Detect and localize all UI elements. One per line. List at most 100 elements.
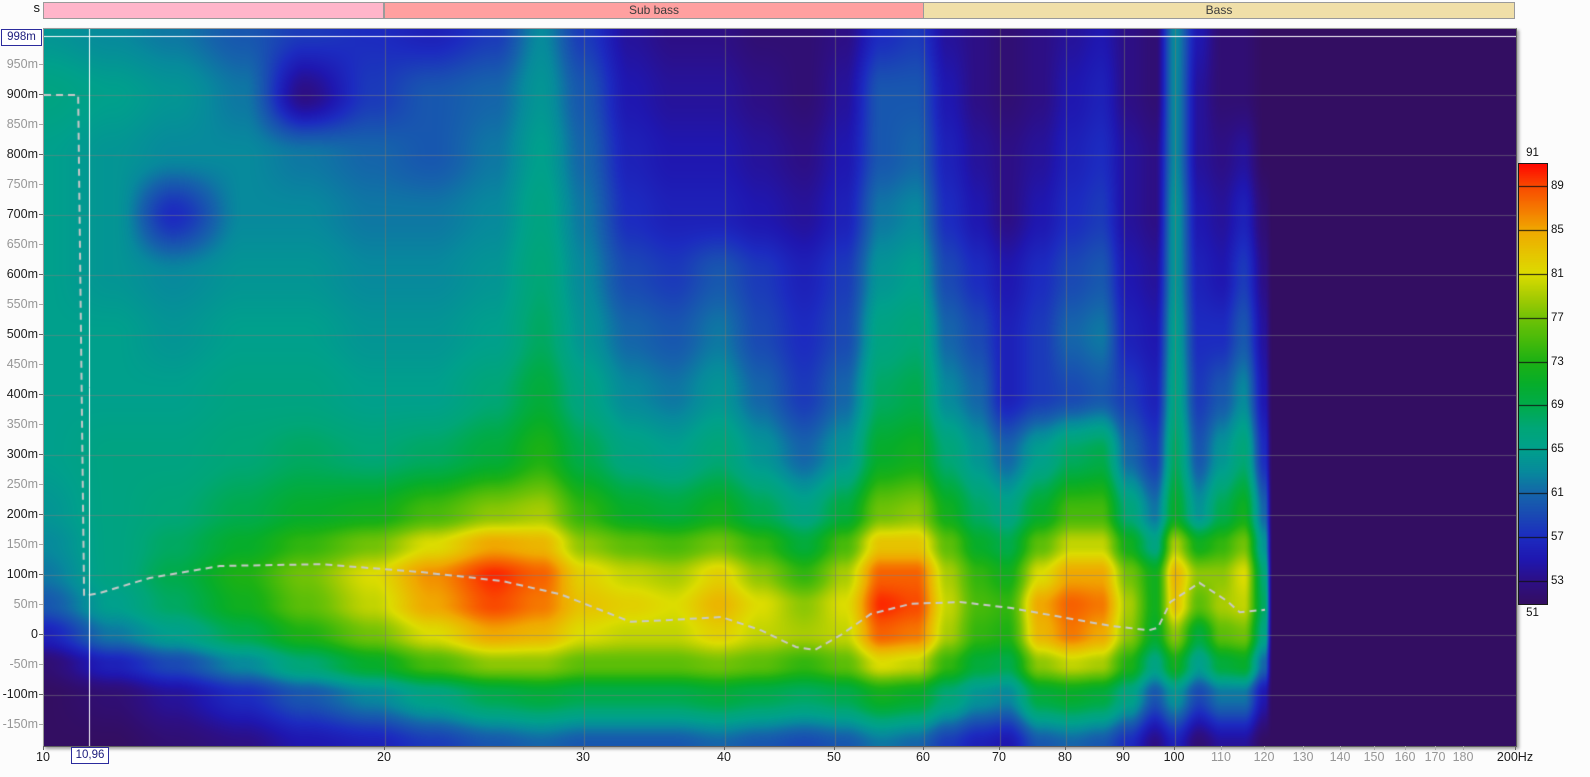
band-segment-sub-bass: Sub bass <box>384 2 924 19</box>
time-tick-mark <box>39 604 43 605</box>
frequency-tick-mark <box>384 746 385 750</box>
time-tick-mark <box>39 694 43 695</box>
frequency-tick-mark <box>834 746 835 750</box>
colorbar-tick-label: 61 <box>1551 487 1564 499</box>
colorbar-tick-label: 65 <box>1551 443 1564 455</box>
frequency-tick-label: 20 <box>377 750 391 764</box>
frequency-tick-label: 110 <box>1211 750 1231 764</box>
time-tick-label: 650m <box>6 237 38 251</box>
time-tick-mark <box>39 544 43 545</box>
time-tick-label: -50m <box>9 657 38 671</box>
frequency-tick-label: 150 <box>1363 750 1385 764</box>
frequency-tick-mark <box>1435 746 1436 750</box>
colorbar-tick-label: 57 <box>1551 531 1564 543</box>
time-tick-label: 950m <box>6 57 38 71</box>
frequency-tick-mark <box>1264 746 1265 750</box>
time-tick-label: 0 <box>31 627 38 641</box>
time-cursor-readout: 998m <box>1 29 42 46</box>
band-segment-bass: Bass <box>923 2 1515 19</box>
time-tick-mark <box>39 244 43 245</box>
time-tick-mark <box>39 724 43 725</box>
time-tick-mark <box>39 484 43 485</box>
time-tick-label: 750m <box>6 177 38 191</box>
frequency-tick-label: 160 <box>1394 750 1416 764</box>
time-tick-mark <box>39 154 43 155</box>
time-tick-mark <box>39 94 43 95</box>
frequency-tick-label: 30 <box>576 750 590 764</box>
time-tick-label: 400m <box>6 387 38 401</box>
colorbar-tick-label: 89 <box>1551 180 1564 192</box>
frequency-tick-label: 170 <box>1424 750 1446 764</box>
frequency-tick-label: 130 <box>1292 750 1314 764</box>
time-tick-label: -150m <box>2 717 38 731</box>
frequency-tick-mark <box>724 746 725 750</box>
time-tick-label: 200m <box>6 507 38 521</box>
frequency-tick-mark <box>1174 746 1175 750</box>
frequency-tick-label: 50 <box>827 750 841 764</box>
time-tick-label: 500m <box>6 327 38 341</box>
time-tick-mark <box>39 424 43 425</box>
time-tick-label: 350m <box>6 417 38 431</box>
time-tick-mark <box>39 124 43 125</box>
colorbar-tick-label: 73 <box>1551 356 1564 368</box>
frequency-tick-mark <box>583 746 584 750</box>
colorbar-max-label: 91 <box>1526 147 1539 159</box>
time-tick-mark <box>39 214 43 215</box>
time-tick-label: 900m <box>6 87 38 101</box>
frequency-tick-label: 180 <box>1452 750 1474 764</box>
frequency-tick-mark <box>43 746 44 750</box>
frequency-tick-mark <box>1405 746 1406 750</box>
band-segment-low <box>43 2 384 19</box>
time-tick-mark <box>39 64 43 65</box>
frequency-tick-label: 70 <box>992 750 1006 764</box>
colorbar-tick-label: 69 <box>1551 399 1564 411</box>
time-tick-label: 850m <box>6 117 38 131</box>
frequency-tick-mark <box>999 746 1000 750</box>
time-tick-label: 800m <box>6 147 38 161</box>
frequency-tick-label: 10 <box>36 750 50 764</box>
time-tick-mark <box>39 394 43 395</box>
frequency-tick-mark <box>1515 746 1516 750</box>
frequency-tick-label: 120 <box>1253 750 1275 764</box>
frequency-tick-mark <box>1065 746 1066 750</box>
time-tick-label: 550m <box>6 297 38 311</box>
frequency-tick-mark <box>1123 746 1124 750</box>
frequency-tick-label: 80 <box>1058 750 1072 764</box>
frequency-tick-label: 140 <box>1329 750 1351 764</box>
colorbar-tick-label: 53 <box>1551 575 1564 587</box>
colorbar-legend: 91 89 85 81 77 73 69 65 61 57 53 51 <box>1518 147 1564 619</box>
colorbar-tick-label: 77 <box>1551 312 1564 324</box>
time-tick-mark <box>39 184 43 185</box>
time-tick-label: 700m <box>6 207 38 221</box>
colorbar-min-label: 51 <box>1526 607 1539 619</box>
frequency-tick-label: 100 <box>1163 750 1185 764</box>
time-tick-mark <box>39 454 43 455</box>
time-tick-label: 600m <box>6 267 38 281</box>
colorbar-tick-label: 85 <box>1551 224 1564 236</box>
time-tick-mark <box>39 634 43 635</box>
frequency-cursor-readout: 10,96 <box>71 747 109 764</box>
plot-area[interactable] <box>43 28 1517 747</box>
time-tick-mark <box>39 574 43 575</box>
frequency-tick-mark <box>1221 746 1222 750</box>
frequency-tick-label: 90 <box>1116 750 1130 764</box>
frequency-tick-label: 40 <box>717 750 731 764</box>
time-tick-label: 250m <box>6 477 38 491</box>
spectrogram-canvas[interactable] <box>44 29 1516 746</box>
time-tick-label: -100m <box>2 687 38 701</box>
frequency-tick-label: 60 <box>916 750 930 764</box>
colorbar-tick-label: 81 <box>1551 268 1564 280</box>
time-unit-label: s <box>33 0 41 15</box>
time-tick-mark <box>39 664 43 665</box>
time-tick-label: 300m <box>6 447 38 461</box>
frequency-tick-mark <box>1340 746 1341 750</box>
frequency-tick-mark <box>1303 746 1304 750</box>
time-tick-mark <box>39 334 43 335</box>
frequency-tick-label: 200Hz <box>1496 750 1534 764</box>
frequency-tick-mark <box>1374 746 1375 750</box>
colorbar-gradient <box>1518 163 1548 605</box>
time-tick-label: 50m <box>13 597 38 611</box>
time-tick-mark <box>39 304 43 305</box>
time-tick-label: 450m <box>6 357 38 371</box>
